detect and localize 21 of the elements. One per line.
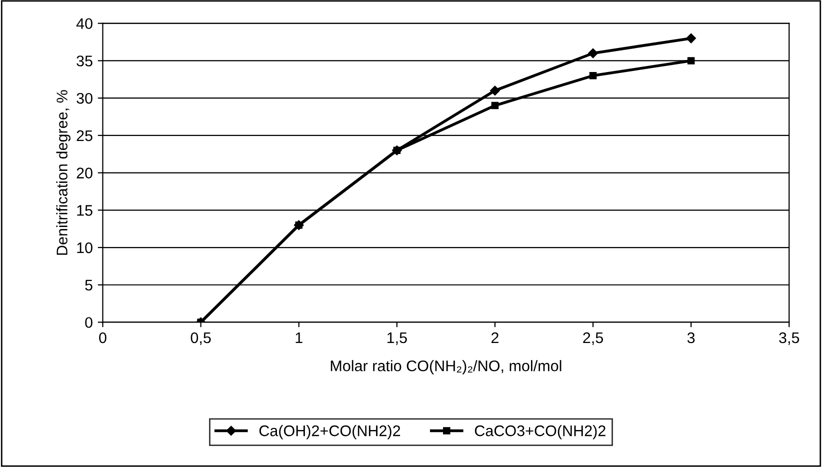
y-axis-title: Denitrification degree, % — [56, 90, 70, 255]
y-tick-label: 0 — [85, 317, 92, 328]
x-tick-label: 2,5 — [583, 332, 603, 345]
x-tick-label: 0 — [99, 332, 106, 344]
y-tick-label: 5 — [85, 280, 92, 291]
y-tick-label: 10 — [77, 242, 92, 254]
y-tick-label: 20 — [76, 168, 92, 178]
x-tick-label: 3 — [687, 332, 695, 344]
x-tick-label: 3,5 — [779, 332, 800, 345]
x-tick-label: 0,5 — [190, 332, 211, 345]
y-tick-label: 35 — [76, 56, 92, 66]
y-tick-label: 40 — [76, 18, 92, 30]
y-tick-label: 30 — [76, 92, 92, 104]
y-tick-label: 25 — [76, 130, 92, 142]
x-axis-title: Molar ratio CO(NH₂)₂/NO, mol/mol — [330, 360, 562, 374]
x-tick-label: 1 — [296, 332, 302, 344]
legend-label: CaCO3+CO(NH2)2 — [474, 425, 606, 440]
y-tick-label: 15 — [77, 205, 92, 216]
x-tick-label: 2 — [491, 332, 498, 344]
x-tick-label: 1,5 — [387, 332, 407, 345]
legend-label: Ca(OH)2+CO(NH2)2 — [259, 425, 400, 440]
